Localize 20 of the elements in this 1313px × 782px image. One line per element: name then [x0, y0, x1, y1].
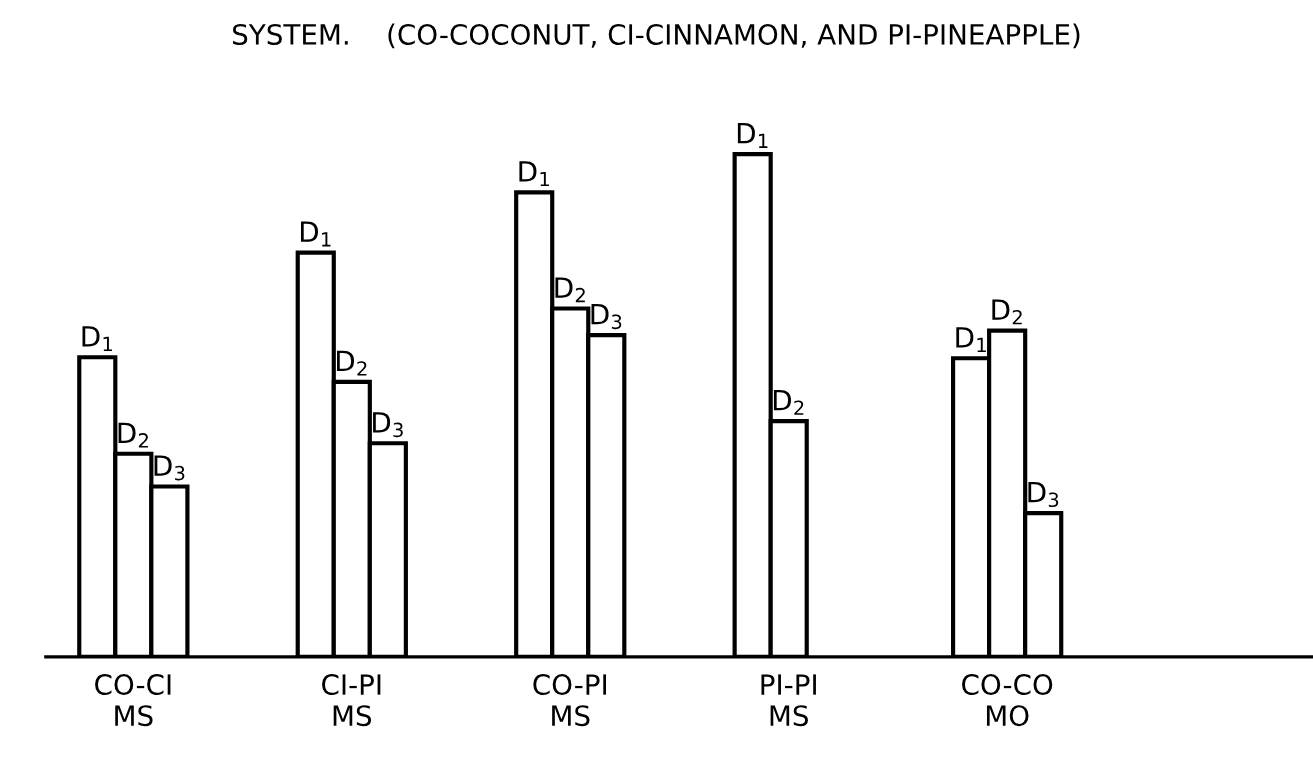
- x-tick-label: PI-PI MS: [761, 674, 816, 727]
- text: D$_{2}$: [555, 277, 585, 303]
- text: D$_{2}$: [337, 350, 367, 376]
- text: D$_{2}$: [992, 299, 1022, 325]
- x-tick-label: CO-CI MS: [95, 674, 171, 727]
- text: D$_{2}$: [773, 390, 804, 415]
- series-label: D$_{1}$: [82, 326, 113, 351]
- text: D$_{3}$: [154, 455, 185, 481]
- x-tick-label: CO-PI MS: [533, 674, 607, 727]
- text: D$_{1}$: [956, 327, 986, 352]
- series-label: D$_{2}$: [118, 422, 148, 448]
- x-tick-label: CI-PI MS: [322, 674, 381, 727]
- text: D$_{3}$: [373, 412, 403, 438]
- chart-title: SYSTEM. (CO-COCONUT, CI-CINNAMON, AND PI-PINEAPPLE): [233, 23, 1080, 49]
- series-label: D$_{3}$: [591, 304, 622, 330]
- text: D$_{3}$: [1028, 482, 1059, 508]
- text: D$_{1}$: [519, 161, 549, 187]
- x-tick-label: CO-CO MO: [962, 674, 1053, 727]
- text: D$_{1}$: [737, 123, 768, 148]
- text: D$_{1}$: [300, 221, 331, 247]
